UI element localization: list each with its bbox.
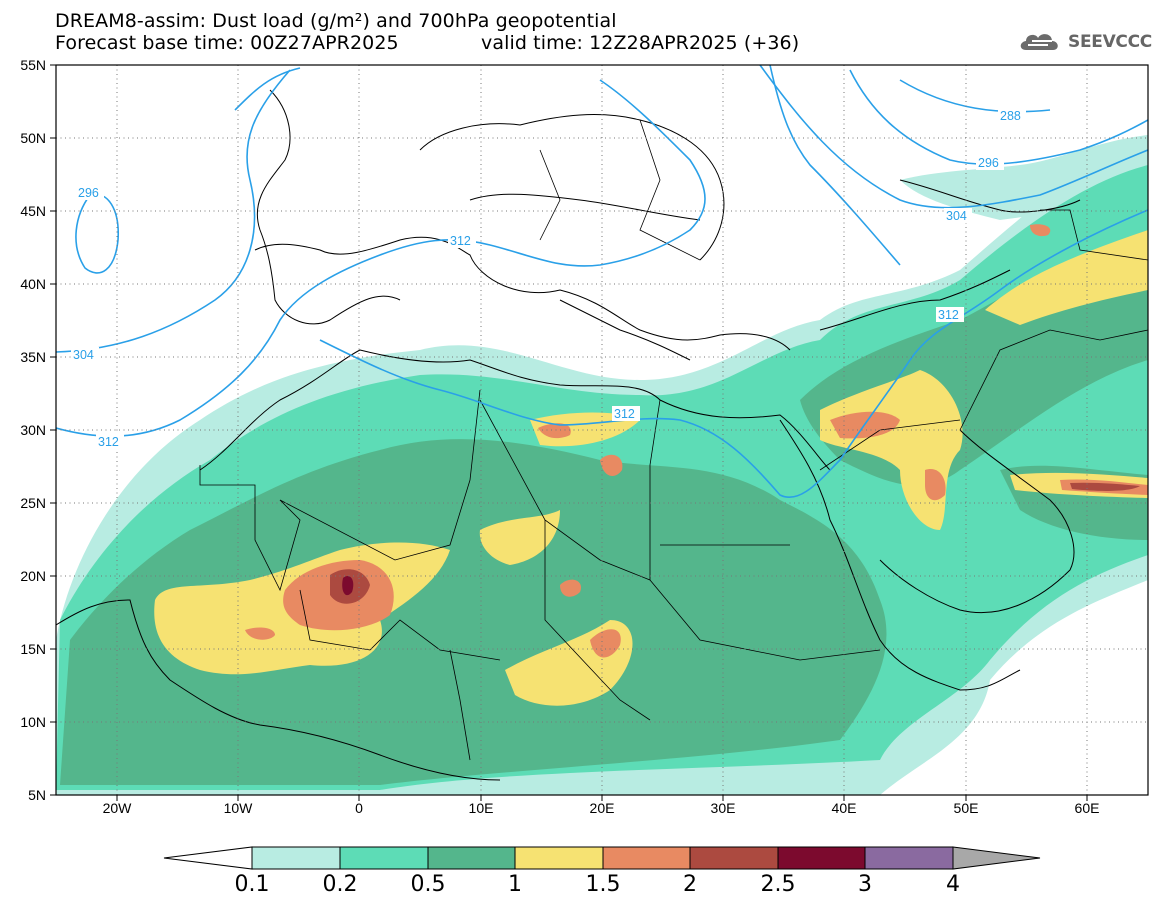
colorbar-label: 1: [508, 872, 522, 897]
colorbar-label: 0.1: [234, 872, 270, 897]
colorbar-bin-2.5-3: [777, 846, 866, 870]
dust-layer-2.5: [342, 575, 354, 596]
colorbar-label: 0.2: [322, 872, 358, 897]
colorbar-label: 4: [946, 872, 960, 897]
lat-label: 10N: [20, 714, 46, 730]
colorbar-label: 0.5: [410, 872, 446, 897]
lon-label: 40E: [831, 800, 857, 816]
contour-label-312-iran: 312: [938, 308, 959, 322]
colorbar-high-end: [952, 846, 1041, 870]
lon-label: 20E: [589, 800, 615, 816]
lon-label: 60E: [1074, 800, 1100, 816]
lat-label: 5N: [28, 787, 46, 803]
lat-label: 35N: [20, 349, 46, 365]
lon-label: 0: [355, 800, 363, 816]
colorbar-bin-0.1-0.2: [251, 846, 341, 870]
contour-label-312-med: 312: [450, 234, 471, 248]
lat-label: 40N: [20, 276, 46, 292]
contour-label-312-egypt: 312: [614, 407, 635, 421]
country-borders: [199, 119, 1148, 761]
colorbar-bin-1-1.5: [514, 846, 604, 870]
colorbar-label: 1.5: [585, 872, 621, 897]
logo-text: SEEVCCC: [1068, 32, 1152, 52]
base-time-label: Forecast base time: 00Z27APR2025: [55, 32, 399, 54]
map-title: DREAM8-assim: Dust load (g/m²) and 700hP…: [55, 10, 617, 32]
lat-label: 15N: [20, 641, 46, 657]
coastlines: [56, 89, 1081, 781]
colorbar-bin-0.2-0.5: [339, 846, 429, 870]
contour-label-312-west: 312: [98, 435, 119, 449]
colorbar-bin-2-2.5: [689, 846, 779, 870]
contour-label-288: 288: [1000, 109, 1021, 123]
lat-label: 55N: [20, 57, 46, 73]
cloud-logo-icon: [1020, 34, 1058, 50]
map-subtitle: Forecast base time: 00Z27APR2025 valid ti…: [55, 32, 799, 54]
lon-label: 30E: [710, 800, 736, 816]
lat-label: 20N: [20, 568, 46, 584]
colorbar: [163, 846, 1041, 870]
colorbar-bin-3-4: [864, 846, 954, 870]
colorbar-label: 3: [858, 872, 872, 897]
lat-label: 45N: [20, 203, 46, 219]
lon-label: 20W: [102, 800, 132, 816]
seevccc-logo: SEEVCCC: [1018, 28, 1152, 56]
lon-label: 10W: [223, 800, 253, 816]
colorbar-bin-0.5-1: [427, 846, 516, 870]
colorbar-low-end: [163, 846, 253, 870]
lat-label: 30N: [20, 422, 46, 438]
axis-ticks: [50, 64, 1088, 801]
valid-time-label: valid time: 12Z28APR2025 (+36): [481, 32, 800, 54]
colorbar-bin-1.5-2: [602, 846, 691, 870]
colorbar-label: 2: [683, 872, 697, 897]
lon-label: 50E: [953, 800, 979, 816]
contour-label-304-west: 304: [73, 348, 94, 362]
contour-label-304-east: 304: [946, 209, 967, 223]
lat-label: 25N: [20, 495, 46, 511]
lat-label: 50N: [20, 130, 46, 146]
colorbar-label: 2.5: [760, 872, 796, 897]
lon-label: 10E: [468, 800, 494, 816]
contour-label-296-west: 296: [78, 186, 99, 200]
contour-label-296-east: 296: [978, 156, 999, 170]
